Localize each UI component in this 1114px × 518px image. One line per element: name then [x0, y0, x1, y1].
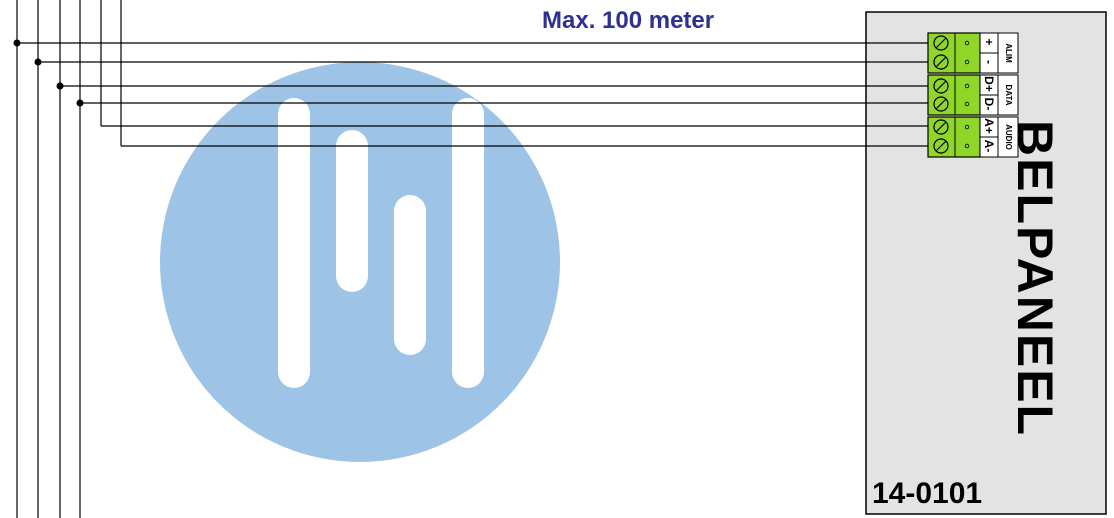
pin-label-data-plus: D+	[982, 76, 996, 92]
group-label-alim: ALIM	[1004, 43, 1013, 63]
panel-name-text: BELPANEEL	[1007, 120, 1063, 438]
terminal-block-audio	[927, 116, 981, 158]
pin-label-data-minus: D-	[982, 97, 996, 111]
watermark-logo	[160, 62, 560, 462]
junction-dots	[13, 39, 84, 107]
pin-label-audio-plus: A+	[982, 118, 996, 134]
terminal-block-data	[927, 74, 981, 116]
terminal-label-table	[979, 32, 1019, 158]
pin-label-alim-minus: -	[982, 60, 996, 64]
group-label-data: DATA	[1004, 84, 1013, 106]
max-distance-label: Max. 100 meter	[542, 7, 715, 34]
panel-box	[865, 11, 1107, 515]
terminal-block-alim	[927, 32, 981, 74]
group-label-audio: AUDIO	[1004, 124, 1013, 150]
panel-model-number: 14-0101	[872, 477, 983, 510]
horizontal-wires	[17, 42, 930, 147]
pin-label-audio-minus: A-	[982, 139, 996, 153]
pin-label-alim-plus: +	[982, 38, 996, 46]
bus-wires	[16, 0, 122, 518]
